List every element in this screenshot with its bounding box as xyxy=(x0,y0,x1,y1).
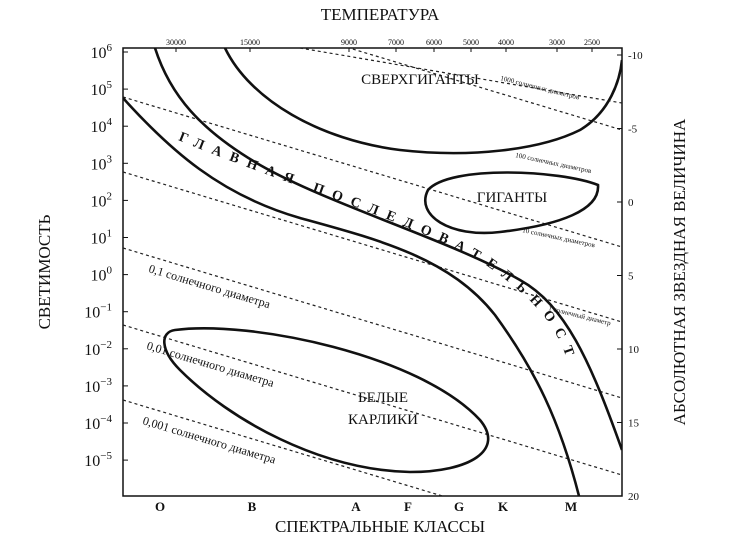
tick-exponent: 3 xyxy=(107,153,113,165)
tick-exponent: −3 xyxy=(100,376,112,388)
spectral-class-label: B xyxy=(248,499,257,514)
diameter-label: 100 солнечных диаметров xyxy=(515,151,593,175)
magnitude-tick-label: -5 xyxy=(628,124,638,136)
diameter-line xyxy=(123,247,622,399)
plot-area xyxy=(123,48,622,496)
region-label: ГИГАНТЫ xyxy=(477,190,547,206)
temperature-tick-label: 5000 xyxy=(463,38,479,47)
left-axis-label: СВЕТИМОСТЬ xyxy=(35,214,54,329)
diameter-line xyxy=(347,48,622,131)
temperature-tick-label: 15000 xyxy=(240,38,260,47)
luminosity-tick-label: 10−2 xyxy=(84,339,112,359)
tick-base: 10 xyxy=(91,156,107,173)
diameter-label: 0,01 солнечного диаметра xyxy=(145,338,276,390)
tick-base: 10 xyxy=(84,379,100,396)
magnitude-tick-label: 5 xyxy=(628,271,634,283)
tick-base: 10 xyxy=(91,82,107,99)
spectral-class-label: M xyxy=(565,499,577,514)
tick-exponent: 0 xyxy=(107,265,113,277)
tick-exponent: 6 xyxy=(107,42,113,54)
tick-exponent: 4 xyxy=(107,116,113,128)
diameter-label: 0,1 солнечного диаметра xyxy=(147,261,273,311)
luminosity-tick-label: 104 xyxy=(91,116,113,136)
bottom-axis-label: СПЕКТРАЛЬНЫЕ КЛАССЫ xyxy=(275,517,485,536)
luminosity-tick-label: 103 xyxy=(91,153,113,173)
luminosity-tick-label: 10−4 xyxy=(84,413,112,433)
luminosity-tick-label: 10−1 xyxy=(84,302,112,322)
temperature-tick-label: 9000 xyxy=(341,38,357,47)
tick-exponent: −4 xyxy=(100,413,112,425)
tick-exponent: −1 xyxy=(100,302,112,314)
tick-base: 10 xyxy=(91,193,107,210)
tick-exponent: −5 xyxy=(100,450,112,462)
spectral-class-label: A xyxy=(351,499,361,514)
tick-base: 10 xyxy=(91,45,107,62)
region-label: КАРЛИКИ xyxy=(348,412,418,428)
temperature-tick-label: 2500 xyxy=(584,38,600,47)
diameter-line xyxy=(123,399,445,496)
temperature-tick-label: 6000 xyxy=(426,38,442,47)
magnitude-tick-label: 15 xyxy=(628,418,640,430)
diameter-line xyxy=(123,324,622,476)
right-axis-label: АБСОЛЮТНАЯ ЗВЕЗДНАЯ ВЕЛИЧИНА xyxy=(670,118,689,425)
luminosity-tick-label: 10−3 xyxy=(84,376,112,396)
tick-base: 10 xyxy=(84,416,100,433)
tick-exponent: 2 xyxy=(107,190,113,202)
tick-exponent: 1 xyxy=(107,228,113,240)
temperature-tick-label: 30000 xyxy=(166,38,186,47)
diameter-line xyxy=(123,171,622,323)
tick-exponent: 5 xyxy=(107,79,113,91)
spectral-class-label: K xyxy=(498,499,509,514)
main-sequence-edge xyxy=(123,97,581,496)
luminosity-tick-label: 100 xyxy=(91,265,113,285)
tick-exponent: −2 xyxy=(100,339,112,351)
luminosity-tick-label: 105 xyxy=(91,79,113,99)
tick-base: 10 xyxy=(84,305,100,322)
spectral-class-label: G xyxy=(454,499,464,514)
temperature-tick-label: 7000 xyxy=(388,38,404,47)
top-axis-label: ТЕМПЕРАТУРА xyxy=(321,5,440,24)
supergiants-boundary xyxy=(223,48,622,155)
temperature-tick-label: 4000 xyxy=(498,38,514,47)
tick-base: 10 xyxy=(91,268,107,285)
diameter-line xyxy=(299,48,622,104)
tick-base: 10 xyxy=(84,453,100,470)
magnitude-tick-label: 10 xyxy=(628,344,640,356)
luminosity-tick-label: 10−5 xyxy=(84,450,112,470)
magnitude-tick-label: -10 xyxy=(628,50,643,62)
region-label: БЕЛЫЕ xyxy=(358,390,408,406)
magnitude-tick-label: 20 xyxy=(628,491,640,503)
luminosity-tick-label: 106 xyxy=(91,42,113,62)
white-dwarfs-boundary xyxy=(163,327,490,474)
temperature-tick-label: 3000 xyxy=(549,38,565,47)
giants-boundary xyxy=(424,171,600,235)
spectral-class-label: F xyxy=(404,499,412,514)
diameter-label: 10 солнечных диаметров xyxy=(522,226,597,249)
main-sequence-edge xyxy=(153,48,622,451)
tick-base: 10 xyxy=(84,342,100,359)
diameter-line xyxy=(123,96,622,248)
magnitude-tick-label: 0 xyxy=(628,197,634,209)
plot-frame xyxy=(122,47,623,497)
luminosity-tick-label: 101 xyxy=(91,228,113,248)
diameter-label: 1000 солнечных диаметров xyxy=(500,74,581,102)
tick-base: 10 xyxy=(91,119,107,136)
tick-base: 10 xyxy=(91,231,107,248)
luminosity-tick-label: 102 xyxy=(91,190,113,210)
spectral-class-label: O xyxy=(155,499,165,514)
region-label: СВЕРХГИГАНТЫ xyxy=(361,72,479,88)
